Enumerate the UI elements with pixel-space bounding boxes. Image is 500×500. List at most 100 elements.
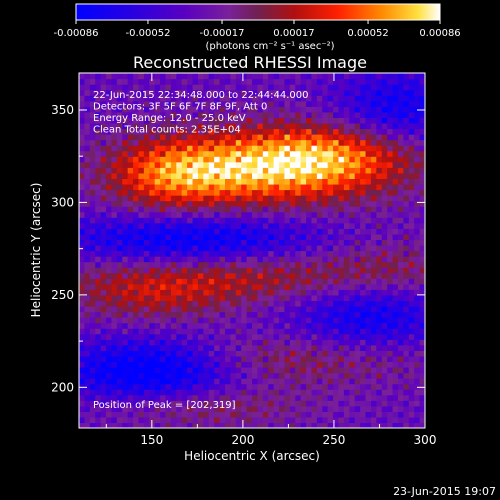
heatmap-pixel	[284, 178, 291, 185]
heatmap-pixel	[376, 305, 383, 313]
heatmap-pixel	[252, 394, 259, 401]
heatmap-pixel	[397, 267, 404, 274]
heatmap-pixel	[116, 400, 123, 407]
heatmap-pixel	[257, 172, 264, 179]
heatmap-pixel	[138, 278, 145, 285]
heatmap-pixel	[316, 117, 323, 124]
heatmap-pixel	[322, 294, 329, 302]
heatmap-pixel	[354, 261, 361, 268]
heatmap-pixel	[170, 172, 177, 179]
heatmap-pixel	[403, 195, 410, 202]
heatmap-pixel	[127, 278, 134, 285]
heatmap-pixel	[316, 183, 323, 191]
heatmap-pixel	[165, 134, 172, 141]
heatmap-pixel	[387, 161, 394, 168]
heatmap-pixel	[95, 272, 102, 279]
heatmap-pixel	[311, 122, 318, 130]
heatmap-pixel	[306, 78, 313, 85]
heatmap-pixel	[316, 389, 323, 396]
heatmap-pixel	[111, 339, 118, 346]
heatmap-pixel	[419, 100, 425, 107]
heatmap-pixel	[241, 344, 248, 351]
heatmap-pixel	[246, 378, 253, 385]
colorbar-ticks: -0.00086 -0.00052 -0.00017 0.00017 0.00052 0.…	[54, 20, 461, 39]
heatmap-pixel	[89, 372, 96, 379]
heatmap-pixel	[349, 250, 356, 257]
heatmap-pixel	[224, 145, 231, 152]
heatmap-pixel	[279, 305, 286, 313]
heatmap-pixel	[165, 294, 172, 302]
heatmap-pixel	[160, 361, 167, 368]
heatmap-pixel	[403, 239, 410, 246]
heatmap-pixel	[322, 200, 329, 207]
heatmap-pixel	[257, 317, 264, 324]
heatmap-pixel	[208, 317, 215, 324]
heatmap-pixel	[127, 261, 134, 268]
heatmap-pixel	[79, 217, 86, 224]
heatmap-pixel	[381, 261, 388, 268]
heatmap-pixel	[170, 239, 177, 246]
heatmap-pixel	[311, 211, 318, 218]
heatmap-pixel	[408, 305, 415, 313]
heatmap-pixel	[192, 156, 199, 163]
heatmap-pixel	[106, 272, 113, 279]
heatmap-pixel	[289, 200, 296, 207]
heatmap-pixel	[300, 122, 307, 130]
heatmap-pixel	[252, 361, 259, 368]
heatmap-pixel	[289, 272, 296, 279]
heatmap-pixel	[316, 111, 323, 118]
heatmap-pixel	[230, 317, 237, 324]
heatmap-pixel	[230, 128, 237, 135]
heatmap-pixel	[235, 217, 242, 224]
heatmap-pixel	[397, 305, 404, 313]
heatmap-pixel	[84, 389, 91, 396]
heatmap-pixel	[84, 217, 91, 224]
heatmap-pixel	[289, 106, 296, 113]
heatmap-pixel	[338, 267, 345, 274]
heatmap-pixel	[284, 400, 291, 407]
heatmap-pixel	[84, 411, 91, 418]
heatmap-pixel	[279, 416, 286, 424]
heatmap-pixel	[208, 344, 215, 351]
heatmap-pixel	[419, 344, 425, 351]
heatmap-pixel	[187, 145, 194, 152]
heatmap-pixel	[181, 355, 188, 363]
heatmap-pixel	[365, 122, 372, 130]
heatmap-pixel	[327, 73, 334, 80]
heatmap-pixel	[327, 294, 334, 302]
heatmap-pixel	[252, 73, 259, 80]
heatmap-pixel	[246, 122, 253, 130]
heatmap-pixel	[143, 283, 150, 290]
heatmap-pixel	[365, 89, 372, 96]
heatmap-pixel	[338, 100, 345, 107]
heatmap-pixel	[192, 261, 199, 268]
heatmap-pixel	[149, 156, 156, 163]
heatmap-pixel	[268, 150, 275, 157]
heatmap-pixel	[333, 78, 340, 85]
heatmap-pixel	[208, 156, 215, 163]
heatmap-pixel	[133, 239, 140, 246]
heatmap-pixel	[370, 239, 377, 246]
heatmap-pixel	[284, 145, 291, 152]
heatmap-pixel	[365, 322, 372, 329]
heatmap-pixel	[197, 167, 204, 174]
heatmap-pixel	[387, 372, 394, 379]
heatmap-pixel	[170, 350, 177, 357]
heatmap-pixel	[295, 117, 302, 124]
heatmap-pixel	[230, 328, 237, 335]
heatmap-pixel	[138, 361, 145, 368]
heatmap-pixel	[419, 372, 425, 379]
heatmap-pixel	[268, 100, 275, 107]
heatmap-pixel	[268, 139, 275, 146]
heatmap-pixel	[316, 294, 323, 302]
heatmap-pixel	[122, 134, 129, 141]
heatmap-pixel	[327, 394, 334, 401]
heatmap-pixel	[187, 128, 194, 135]
colorbar-tick-label: -0.00086	[54, 28, 99, 39]
heatmap-pixel	[187, 217, 194, 224]
heatmap-pixel	[311, 267, 318, 274]
heatmap-pixel	[143, 178, 150, 185]
heatmap-pixel	[241, 366, 248, 374]
heatmap-pixel	[224, 233, 231, 241]
heatmap-pixel	[365, 139, 372, 146]
